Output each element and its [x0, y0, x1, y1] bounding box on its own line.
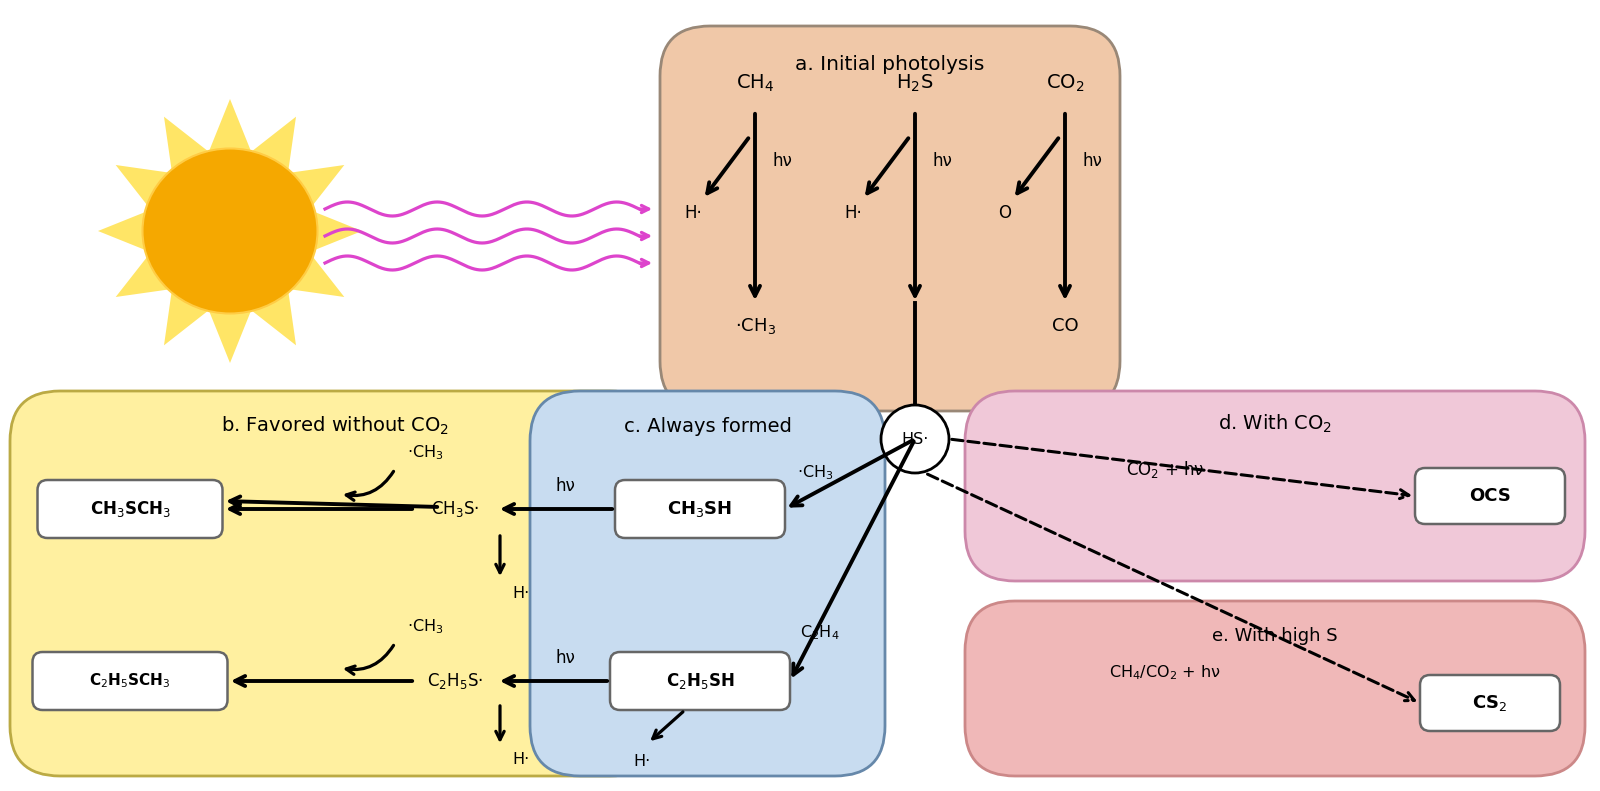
Text: C$_2$H$_5$S·: C$_2$H$_5$S· [427, 671, 483, 691]
FancyBboxPatch shape [965, 601, 1586, 776]
Text: CH$_3$SCH$_3$: CH$_3$SCH$_3$ [90, 499, 171, 519]
Text: hν: hν [1082, 152, 1102, 170]
FancyBboxPatch shape [10, 391, 661, 776]
Text: c. Always formed: c. Always formed [624, 417, 792, 436]
FancyBboxPatch shape [610, 652, 790, 710]
Text: H·: H· [685, 204, 702, 222]
Text: CO: CO [1051, 317, 1078, 335]
Text: HS·: HS· [901, 432, 928, 446]
Text: CH$_4$/CO$_2$ + hν: CH$_4$/CO$_2$ + hν [1109, 664, 1221, 683]
Ellipse shape [142, 149, 317, 313]
FancyBboxPatch shape [661, 26, 1120, 411]
FancyBboxPatch shape [32, 652, 227, 710]
Text: CO$_2$: CO$_2$ [1046, 72, 1085, 93]
FancyBboxPatch shape [965, 391, 1586, 581]
Text: CH$_4$: CH$_4$ [736, 72, 774, 93]
FancyBboxPatch shape [1421, 675, 1560, 731]
Text: CS$_2$: CS$_2$ [1472, 693, 1507, 713]
Text: C$_2$H$_5$SCH$_3$: C$_2$H$_5$SCH$_3$ [90, 672, 171, 691]
Text: e. With high S: e. With high S [1213, 627, 1338, 645]
Text: H$_2$S: H$_2$S [896, 72, 934, 93]
Text: d. With CO$_2$: d. With CO$_2$ [1218, 413, 1333, 435]
Text: C$_2$H$_4$: C$_2$H$_4$ [800, 623, 840, 642]
Text: C$_2$H$_5$SH: C$_2$H$_5$SH [666, 671, 734, 691]
Text: O: O [998, 204, 1011, 222]
FancyBboxPatch shape [37, 480, 222, 538]
Text: CO$_2$ + hν: CO$_2$ + hν [1126, 459, 1205, 479]
Text: CH$_3$SH: CH$_3$SH [667, 499, 733, 519]
Text: a. Initial photolysis: a. Initial photolysis [795, 55, 984, 74]
Text: hν: hν [931, 152, 952, 170]
Text: hν: hν [771, 152, 792, 170]
Text: H·: H· [845, 204, 862, 222]
Text: hν: hν [555, 477, 574, 495]
Text: b. Favored without CO$_2$: b. Favored without CO$_2$ [221, 414, 450, 437]
Text: H·: H· [634, 754, 651, 769]
Text: CH$_3$S·: CH$_3$S· [430, 499, 478, 519]
Text: ·CH$_3$: ·CH$_3$ [734, 316, 776, 336]
Text: ·CH$_3$: ·CH$_3$ [797, 464, 834, 483]
Text: hν: hν [555, 649, 574, 667]
FancyBboxPatch shape [1414, 468, 1565, 524]
Circle shape [882, 405, 949, 473]
Text: OCS: OCS [1469, 487, 1510, 505]
FancyBboxPatch shape [614, 480, 786, 538]
FancyBboxPatch shape [530, 391, 885, 776]
Text: H·: H· [512, 751, 530, 766]
Text: ·CH$_3$: ·CH$_3$ [406, 444, 443, 463]
Text: ·CH$_3$: ·CH$_3$ [406, 618, 443, 636]
Text: H·: H· [512, 586, 530, 601]
Polygon shape [98, 99, 362, 363]
